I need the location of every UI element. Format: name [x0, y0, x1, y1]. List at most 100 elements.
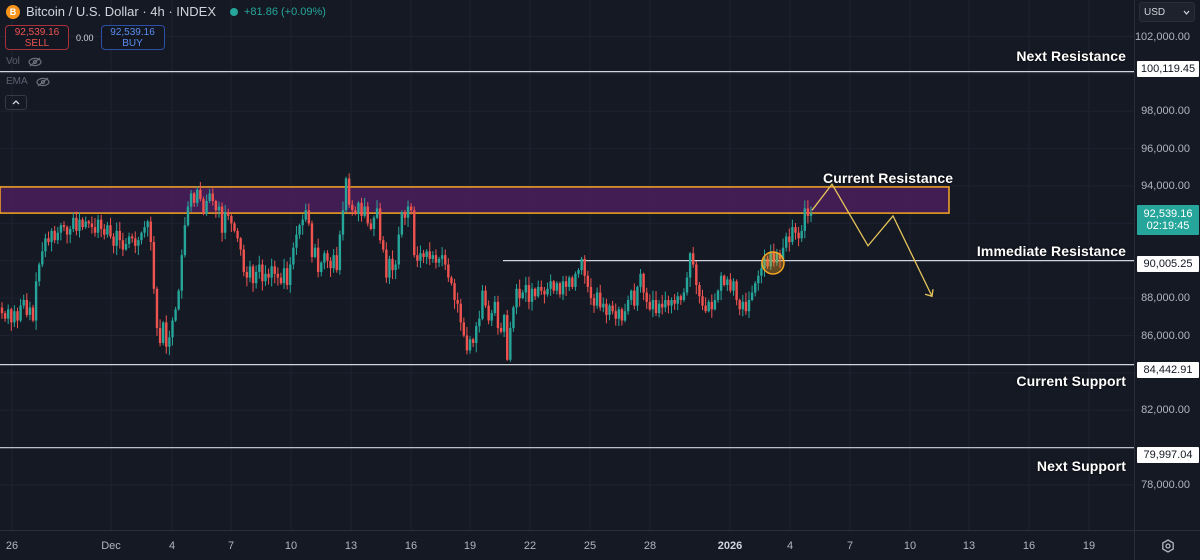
- plot-area[interactable]: B Bitcoin / U.S. Dollar · 4h · INDEX +81…: [0, 0, 1134, 530]
- chart-settings-button[interactable]: [1134, 530, 1200, 560]
- candle-down: [112, 236, 115, 246]
- time-tick: 16: [1022, 540, 1036, 552]
- candle-down: [409, 206, 413, 211]
- candle-down: [87, 221, 90, 224]
- candlestick-chart[interactable]: [0, 0, 1134, 530]
- candle-up: [577, 270, 580, 274]
- candle-up: [530, 288, 534, 302]
- candle-up: [630, 290, 633, 300]
- price-tick: 86,000.00: [1141, 329, 1190, 342]
- price-tick: 78,000.00: [1141, 479, 1190, 491]
- tag-immediate-resistance: 90,005.25: [1137, 256, 1199, 272]
- candle-down: [251, 266, 255, 284]
- candle-down: [450, 277, 453, 284]
- candle-up: [289, 264, 292, 286]
- symbol-title[interactable]: Bitcoin / U.S. Dollar · 4h · INDEX: [26, 4, 216, 19]
- candle-up: [19, 305, 22, 321]
- candle-down: [788, 236, 791, 243]
- candle-up: [775, 253, 779, 263]
- candle-up: [341, 210, 345, 235]
- candle-down: [648, 301, 652, 310]
- candle-up: [682, 292, 686, 300]
- candle-down: [673, 299, 676, 304]
- candle-up: [636, 286, 639, 306]
- candle-up: [425, 251, 428, 258]
- sell-button[interactable]: 92,539.16 SELL: [5, 25, 69, 50]
- candle-down: [614, 311, 617, 319]
- candle-up: [549, 281, 552, 289]
- eye-off-icon[interactable]: [36, 77, 50, 87]
- price-tick: 98,000.00: [1141, 105, 1190, 118]
- candle-down: [462, 322, 466, 336]
- candle-down: [16, 311, 19, 321]
- eye-off-icon[interactable]: [28, 57, 42, 67]
- time-tick: Dec: [101, 540, 121, 552]
- candle-up: [732, 281, 735, 291]
- candle-up: [760, 268, 763, 276]
- time-tick: 7: [227, 540, 235, 552]
- candle-down: [360, 202, 363, 216]
- time-axis[interactable]: 26 Dec 4 7 10 13 16 19 22 25 28 2026 4 7 10 13 16 19: [0, 530, 1134, 560]
- candle-up: [685, 277, 689, 293]
- candle-down: [31, 307, 35, 321]
- candle-down: [369, 223, 373, 229]
- candle-down: [710, 301, 714, 310]
- candle-up: [781, 247, 785, 259]
- candle-up: [298, 225, 301, 235]
- candle-down: [540, 286, 543, 291]
- candle-down: [592, 298, 596, 306]
- candle-up: [78, 219, 81, 231]
- candle-down: [695, 264, 698, 286]
- buy-price: 92,539.16: [110, 26, 155, 38]
- candle-down: [93, 227, 97, 233]
- candle-down: [766, 258, 769, 267]
- candle-up: [301, 219, 304, 226]
- candle-up: [313, 247, 317, 258]
- indicator-vol[interactable]: Vol: [6, 56, 42, 67]
- candle-down: [199, 189, 202, 200]
- time-tick: 19: [463, 540, 477, 552]
- currency-value: USD: [1144, 6, 1166, 18]
- label-current-support: Current Support: [1016, 373, 1126, 389]
- candle-down: [459, 303, 462, 323]
- candle-down: [329, 260, 332, 269]
- time-tick: 19: [1082, 540, 1096, 552]
- candle-up: [388, 258, 391, 278]
- candle-down: [428, 251, 431, 259]
- bitcoin-icon: B: [6, 4, 20, 19]
- candle-up: [264, 273, 267, 282]
- symbol-legend: B Bitcoin / U.S. Dollar · 4h · INDEX +81…: [6, 4, 326, 19]
- candle-down: [506, 314, 509, 360]
- candle-down: [667, 299, 670, 306]
- time-tick: 10: [284, 540, 298, 552]
- candle-down: [571, 277, 574, 287]
- candle-up: [664, 299, 667, 308]
- price-axis[interactable]: USD 102,000.00 98,000.00 96,000.00 94,000.0…: [1134, 0, 1200, 530]
- time-tick: 10: [903, 540, 917, 552]
- candle-up: [437, 258, 441, 263]
- candle-up: [651, 299, 655, 310]
- time-tick: 13: [962, 540, 976, 552]
- candle-up: [688, 253, 692, 278]
- candle-up: [208, 193, 211, 201]
- collapse-legend-button[interactable]: [5, 95, 27, 110]
- chevron-down-icon: [1183, 10, 1190, 15]
- candle-down: [447, 264, 450, 278]
- candle-up: [657, 303, 661, 314]
- candle-up: [394, 264, 397, 271]
- candle-up: [707, 301, 710, 312]
- indicator-ema[interactable]: EMA: [6, 76, 50, 87]
- candle-down: [794, 227, 797, 233]
- currency-dropdown[interactable]: USD: [1139, 2, 1195, 22]
- candle-down: [558, 283, 562, 295]
- candle-up: [763, 258, 766, 269]
- candle-down: [704, 305, 707, 312]
- candle-down: [130, 236, 134, 239]
- candle-down: [335, 255, 338, 271]
- buy-button[interactable]: 92,539.16 BUY: [100, 25, 165, 50]
- candle-down: [661, 303, 664, 308]
- candle-up: [258, 264, 261, 272]
- candle-down: [382, 240, 385, 250]
- time-tick: 2026: [717, 540, 743, 552]
- candle-down: [192, 193, 196, 203]
